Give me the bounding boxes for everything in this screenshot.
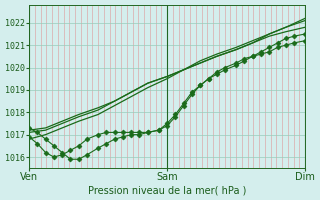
X-axis label: Pression niveau de la mer( hPa ): Pression niveau de la mer( hPa ) [88, 185, 246, 195]
